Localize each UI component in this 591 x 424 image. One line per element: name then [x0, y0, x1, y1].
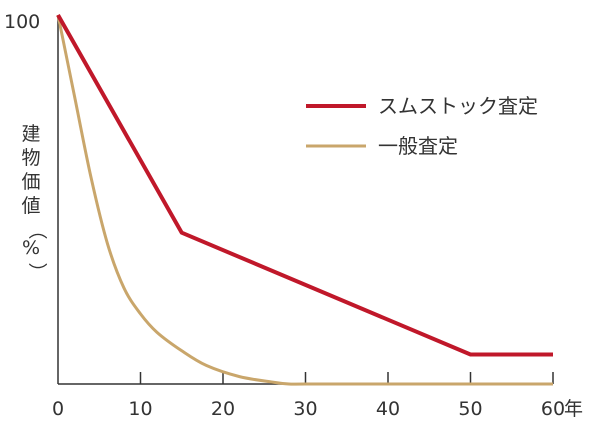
y-axis-label-char: 物 [21, 147, 40, 169]
series-layer [56, 14, 553, 386]
axes [57, 15, 554, 385]
x-tick-label: 10 [128, 398, 152, 420]
x-tick-label: 20 [211, 398, 235, 420]
x-tick-label: 60 [541, 398, 565, 420]
x-tick-label: 50 [458, 398, 482, 420]
y-axis-label-char: ） [26, 262, 48, 281]
legend-label: スムストック査定 [378, 94, 538, 118]
y-axis-label-char: 建 [21, 123, 40, 145]
y-tick-label: 100 [4, 11, 40, 33]
y-axis-label-char: % [22, 237, 40, 259]
series-line [56, 14, 553, 386]
y-axis-label-char: （ [26, 220, 48, 239]
x-axis-unit-label: 年 [564, 398, 583, 420]
y-axis-label-char: 価 [21, 171, 40, 193]
x-tick-label: 30 [293, 398, 317, 420]
legend-label: 一般査定 [378, 134, 458, 158]
series-line [56, 14, 553, 357]
y-axis-label-char: 値 [21, 195, 40, 217]
x-tick-label: 0 [52, 398, 64, 420]
x-tick-label: 40 [376, 398, 400, 420]
